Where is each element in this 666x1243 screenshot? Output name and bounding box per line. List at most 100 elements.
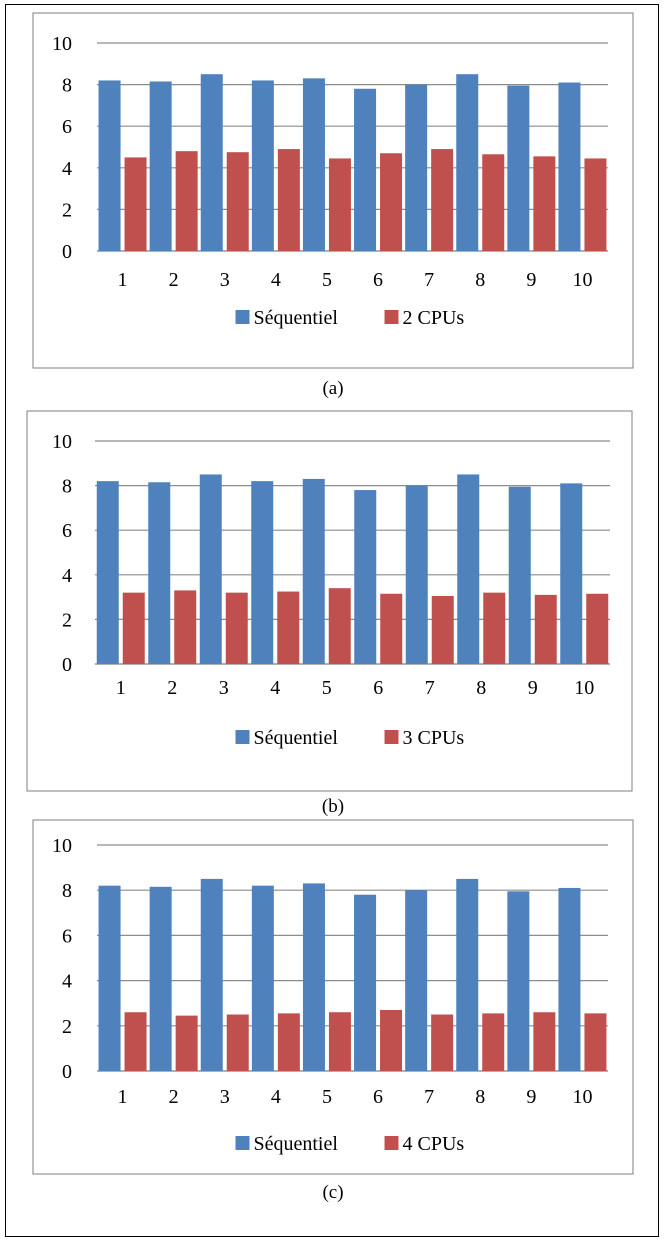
- chart-2-bar-cpus: [483, 592, 506, 664]
- chart-2-bar-cpus: [431, 595, 454, 664]
- chart-1-bar-sequentiel: [456, 74, 479, 251]
- chart-1-y-tick-label: 10: [52, 33, 72, 55]
- chart-3-x-tick-label: 6: [373, 1086, 383, 1108]
- chart-1-y-tick-label: 6: [62, 116, 72, 138]
- chart-3-y-tick-label: 8: [62, 880, 72, 902]
- chart-3-bar-sequentiel: [98, 885, 121, 1071]
- chart-2-x-tick-label: 5: [322, 677, 332, 699]
- chart-3-legend-swatch: [384, 1136, 399, 1150]
- chart-3-bar-sequentiel: [200, 878, 223, 1071]
- chart-3-bar-sequentiel: [507, 891, 530, 1071]
- chart-2-bar-cpus: [277, 591, 300, 664]
- chart-3-bar-cpus: [533, 1012, 556, 1071]
- chart-2-bar-cpus: [174, 590, 197, 664]
- chart-2-legend-label: Séquentiel: [254, 727, 339, 749]
- chart-3-caption: (c): [322, 1182, 343, 1203]
- chart-1-legend-label: Séquentiel: [254, 307, 339, 329]
- chart-3-bar-cpus: [124, 1012, 147, 1071]
- chart-2-x-tick-label: 3: [219, 677, 229, 699]
- chart-2-y-tick-label: 8: [62, 476, 72, 498]
- chart-1-x-tick-label: 4: [271, 269, 281, 291]
- chart-2-bar-sequentiel: [457, 474, 480, 664]
- chart-3-bar-sequentiel: [354, 894, 377, 1071]
- chart-2-bar-cpus: [586, 593, 609, 664]
- chart-3-bar-cpus: [482, 1013, 505, 1071]
- chart-3-legend-swatch: [235, 1136, 250, 1150]
- chart-3-bar-cpus: [277, 1013, 300, 1071]
- chart-2-bar-sequentiel: [96, 481, 119, 664]
- chart-1-x-tick-label: 10: [572, 269, 592, 291]
- chart-1-bar-sequentiel: [405, 84, 428, 251]
- chart-1-x-tick-label: 1: [118, 269, 128, 291]
- chart-1-y-tick-label: 0: [62, 241, 72, 263]
- chart-3-bar-sequentiel: [149, 886, 172, 1071]
- chart-1-caption: (a): [322, 378, 343, 399]
- chart-2-caption: (b): [322, 796, 344, 817]
- chart-1-legend-swatch: [235, 310, 250, 324]
- chart-3-legend-label: Séquentiel: [254, 1133, 339, 1155]
- chart-2-legend-swatch: [384, 730, 399, 744]
- chart-2-x-tick-label: 6: [373, 677, 383, 699]
- chart-2-x-tick-label: 9: [528, 677, 538, 699]
- chart-1-x-tick-label: 5: [322, 269, 332, 291]
- chart-1-y-tick-label: 8: [62, 75, 72, 97]
- chart-3-bar-cpus: [431, 1014, 454, 1071]
- chart-2-bar-cpus: [122, 592, 145, 664]
- chart-2-bar-sequentiel: [199, 474, 222, 664]
- chart-2-bar-sequentiel: [302, 478, 325, 664]
- chart-2-legend-label: 3 CPUs: [403, 727, 465, 749]
- chart-2-y-tick-label: 10: [52, 431, 72, 453]
- chart-3-bar-cpus: [226, 1014, 249, 1071]
- chart-1-bar-cpus: [328, 158, 351, 251]
- chart-3-bar-sequentiel: [558, 887, 581, 1071]
- chart-1-x-tick-label: 2: [169, 269, 179, 291]
- chart-1-x-tick-label: 8: [475, 269, 485, 291]
- chart-2-bar-cpus: [328, 588, 351, 664]
- chart-3-bar-sequentiel: [302, 883, 325, 1071]
- chart-3-x-tick-label: 10: [572, 1086, 592, 1108]
- chart-2-legend-swatch: [235, 730, 250, 744]
- chart-1-y-tick-label: 4: [62, 158, 72, 180]
- chart-1-bar-cpus: [533, 156, 556, 251]
- chart-1-bar-cpus: [482, 154, 505, 251]
- chart-1-bar-sequentiel: [149, 81, 172, 251]
- chart-3-x-tick-label: 3: [220, 1086, 230, 1108]
- chart-2-bar-cpus: [225, 592, 248, 664]
- chart-2-x-tick-label: 10: [574, 677, 594, 699]
- chart-2-x-tick-label: 2: [167, 677, 177, 699]
- chart-3-bar-cpus: [328, 1012, 351, 1071]
- chart-3-x-tick-label: 2: [169, 1086, 179, 1108]
- chart-2-chart-border: [26, 410, 633, 792]
- chart-1-bar-cpus: [175, 151, 198, 251]
- chart-2-y-tick-label: 6: [62, 520, 72, 542]
- chart-3-bar-cpus: [380, 1009, 403, 1071]
- figure-frame: [5, 4, 659, 1237]
- chart-2-bar-sequentiel: [405, 485, 428, 664]
- chart-3-x-tick-label: 5: [322, 1086, 332, 1108]
- chart-2-y-tick-label: 2: [62, 609, 72, 631]
- chart-1-legend-swatch: [384, 310, 399, 324]
- chart-3-bar-sequentiel: [456, 878, 479, 1071]
- chart-1-x-tick-label: 6: [373, 269, 383, 291]
- chart-2-x-tick-label: 8: [476, 677, 486, 699]
- chart-1-bar-cpus: [584, 158, 607, 251]
- chart-2-bar-sequentiel: [508, 486, 531, 664]
- chart-2-bar-cpus: [534, 594, 557, 664]
- chart-1-bar-cpus: [380, 153, 403, 251]
- chart-2-x-tick-label: 4: [270, 677, 280, 699]
- chart-1-bar-cpus: [124, 157, 147, 251]
- chart-1-x-tick-label: 7: [424, 269, 434, 291]
- chart-1-bar-cpus: [277, 149, 300, 251]
- chart-1-bar-cpus: [226, 152, 249, 251]
- chart-2-x-tick-label: 1: [116, 677, 126, 699]
- chart-1-bar-sequentiel: [507, 85, 530, 251]
- chart-1-bar-sequentiel: [98, 80, 121, 251]
- chart-2-bar-sequentiel: [251, 481, 274, 664]
- chart-2-y-tick-label: 0: [62, 654, 72, 676]
- chart-3-bar-sequentiel: [405, 890, 428, 1071]
- chart-3-y-tick-label: 0: [62, 1061, 72, 1083]
- chart-3-bar-cpus: [584, 1013, 607, 1071]
- chart-1-x-tick-label: 3: [220, 269, 230, 291]
- chart-3-x-tick-label: 9: [526, 1086, 536, 1108]
